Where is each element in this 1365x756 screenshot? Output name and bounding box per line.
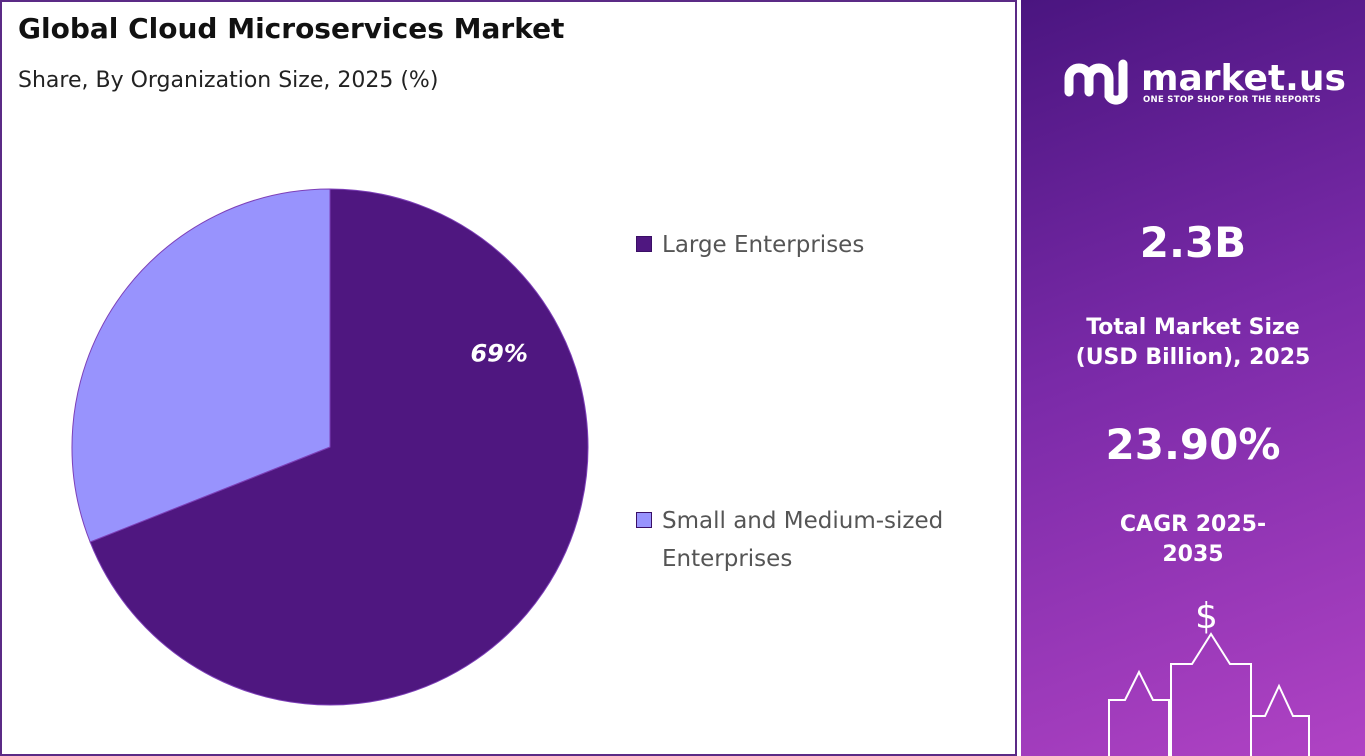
- sidebar-art: [1064, 59, 1310, 756]
- dollar-icon: $: [1195, 596, 1218, 637]
- chart-title: Global Cloud Microservices Market: [18, 12, 565, 45]
- cagr: 23.90%: [1105, 420, 1281, 469]
- legend-item: Small and Medium-sized Enterprises: [636, 502, 986, 578]
- chart-subtitle: Share, By Organization Size, 2025 (%): [18, 68, 439, 93]
- legend-label: Small and Medium-sized Enterprises: [662, 508, 944, 572]
- market-size-label: Total Market Size (USD Billion), 2025: [1075, 315, 1311, 370]
- legend-item: Large Enterprises: [636, 226, 986, 264]
- logo-icon: [1064, 59, 1128, 105]
- market-size: 2.3B: [1139, 218, 1247, 267]
- cagr-label: CAGR 2025-2035: [1119, 512, 1267, 567]
- brand: market.us: [1141, 58, 1346, 99]
- arrows-icon: [1108, 632, 1310, 756]
- legend-swatch: [636, 236, 652, 252]
- tagline: ONE STOP SHOP FOR THE REPORTS: [1143, 95, 1321, 105]
- value-label: 69%: [470, 340, 527, 368]
- chart-panel: 69% Global Cloud Microservices Market Sh…: [0, 0, 1017, 756]
- sidebar: market.us ONE STOP SHOP FOR THE REPORTS …: [1021, 0, 1365, 756]
- legend-label: Large Enterprises: [662, 232, 865, 258]
- pie-chart: 69%: [71, 188, 589, 706]
- pie-slice: [89, 188, 589, 706]
- pie-slice: [71, 188, 331, 543]
- legend-swatch: [636, 512, 652, 528]
